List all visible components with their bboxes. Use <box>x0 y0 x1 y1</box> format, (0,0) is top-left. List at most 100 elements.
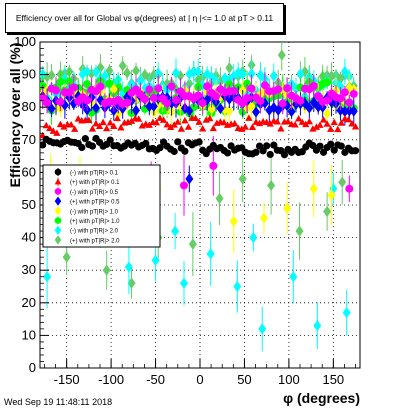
data-point <box>351 122 360 130</box>
data-point <box>47 69 56 81</box>
data-point <box>243 94 252 103</box>
data-point <box>345 105 354 117</box>
data-point <box>83 66 92 78</box>
legend-label: (-) with pT|R|> 2.0 <box>70 229 119 235</box>
data-point <box>195 118 203 125</box>
legend-swatch <box>54 196 62 206</box>
y-axis-label: Efficiency over all (%) <box>7 43 23 188</box>
data-point <box>83 80 92 89</box>
data-point <box>71 125 79 132</box>
legend-label: (+) with pT|R|> 0.1 <box>70 180 120 186</box>
outlier-point <box>62 251 71 263</box>
data-point <box>336 104 345 117</box>
x-tick-label: -100 <box>98 372 124 387</box>
outlier-point <box>188 238 197 250</box>
data-point <box>88 142 97 150</box>
legend-label: (+) with pT|R|> 0.5 <box>70 200 120 206</box>
outlier-point <box>151 254 160 267</box>
data-point <box>231 119 239 127</box>
data-point <box>56 97 65 106</box>
data-point <box>78 143 86 152</box>
data-point <box>203 68 212 80</box>
data-point <box>56 120 65 128</box>
data-point <box>323 96 332 105</box>
y-tick-label: 60 <box>22 164 36 179</box>
date-stamp: Wed Sep 19 11:48:11 2018 <box>4 397 113 407</box>
outlier-point <box>171 225 180 237</box>
legend-swatch <box>54 188 62 195</box>
data-point <box>118 60 127 72</box>
data-point <box>252 148 260 156</box>
y-tick-label: 20 <box>22 295 36 310</box>
legend-label: (-) with pT|R|> 0.1 <box>70 171 119 177</box>
data-point <box>92 119 100 127</box>
data-point <box>140 95 149 104</box>
outlier-point <box>185 173 194 185</box>
data-point <box>43 98 52 107</box>
data-point <box>106 136 114 144</box>
data-point <box>280 151 289 159</box>
data-point <box>256 97 265 106</box>
data-point <box>145 121 153 128</box>
data-point <box>138 121 146 129</box>
data-point <box>74 115 82 122</box>
outlier-point <box>127 277 136 289</box>
series-2 <box>40 72 358 216</box>
outlier-point <box>327 189 336 201</box>
outlier-point <box>102 264 111 276</box>
data-point <box>260 81 269 90</box>
data-point <box>334 125 342 133</box>
data-point <box>330 118 338 126</box>
data-points <box>40 42 360 352</box>
data-point <box>287 106 296 118</box>
outlier-point <box>345 184 354 193</box>
data-point <box>270 141 278 149</box>
data-point <box>136 75 145 87</box>
data-point <box>312 123 321 130</box>
data-point <box>105 79 114 88</box>
data-point <box>184 123 193 130</box>
data-point <box>256 69 265 81</box>
data-point <box>159 116 168 123</box>
legend-swatch <box>54 225 62 235</box>
data-point <box>296 96 305 105</box>
outlier-point <box>180 277 188 289</box>
legend-label: (-) with pT|R|> 1.0 <box>70 209 119 215</box>
data-point <box>245 114 253 121</box>
data-point <box>340 88 349 97</box>
data-point <box>135 115 143 122</box>
data-point <box>247 68 256 80</box>
data-point <box>181 116 189 124</box>
data-point <box>195 138 203 146</box>
data-point <box>154 99 163 111</box>
data-point <box>266 120 274 127</box>
data-point <box>348 120 356 127</box>
data-point <box>336 94 345 103</box>
data-point <box>85 116 93 124</box>
data-point <box>206 114 214 122</box>
outlier-point <box>229 215 238 227</box>
data-point <box>88 125 97 132</box>
data-point <box>291 120 299 128</box>
data-point <box>314 92 323 101</box>
data-point <box>163 120 171 128</box>
y-tick-label: 70 <box>22 132 36 147</box>
data-point <box>283 84 292 93</box>
data-point <box>152 118 161 126</box>
outlier-point <box>215 192 224 205</box>
data-point <box>123 67 132 79</box>
series-0 <box>40 134 360 159</box>
outlier-point <box>313 320 322 332</box>
x-tick-label: 100 <box>278 372 300 387</box>
data-point <box>156 144 164 152</box>
data-point <box>225 105 234 117</box>
data-point <box>209 124 217 132</box>
x-axis-label: φ (degrees) <box>283 390 360 406</box>
data-point <box>154 84 163 93</box>
data-point <box>247 84 256 93</box>
data-point <box>95 122 104 130</box>
data-point <box>163 78 172 90</box>
outlier-point <box>233 280 242 293</box>
outlier-point <box>238 173 247 185</box>
outlier-point <box>180 181 188 190</box>
